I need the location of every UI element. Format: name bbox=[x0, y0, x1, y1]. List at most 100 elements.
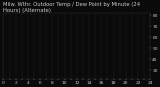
Point bbox=[120, 52, 122, 53]
Point bbox=[132, 57, 135, 59]
Point bbox=[54, 51, 57, 52]
Point bbox=[80, 19, 83, 20]
Point bbox=[45, 65, 48, 66]
Point bbox=[62, 35, 64, 37]
Point bbox=[24, 73, 26, 74]
Point bbox=[62, 67, 64, 69]
Point bbox=[22, 73, 25, 74]
Point bbox=[68, 66, 70, 67]
Point bbox=[59, 68, 61, 70]
Point bbox=[117, 67, 119, 69]
Point bbox=[30, 68, 32, 70]
Point bbox=[44, 67, 46, 69]
Point bbox=[19, 66, 22, 67]
Point bbox=[123, 67, 125, 69]
Point bbox=[128, 67, 130, 69]
Point bbox=[5, 62, 8, 63]
Point bbox=[13, 65, 15, 66]
Point bbox=[20, 66, 23, 67]
Point bbox=[128, 55, 130, 56]
Point bbox=[143, 65, 145, 66]
Point bbox=[17, 72, 20, 73]
Point bbox=[120, 67, 122, 69]
Point bbox=[85, 20, 87, 21]
Point bbox=[100, 66, 103, 67]
Point bbox=[109, 44, 112, 45]
Point bbox=[143, 58, 145, 60]
Point bbox=[132, 66, 135, 67]
Point bbox=[28, 68, 31, 70]
Point bbox=[10, 70, 12, 72]
Point bbox=[2, 69, 5, 71]
Point bbox=[44, 73, 46, 74]
Point bbox=[14, 65, 17, 66]
Point bbox=[50, 72, 52, 73]
Point bbox=[144, 65, 147, 66]
Point bbox=[57, 68, 60, 70]
Point bbox=[37, 73, 40, 74]
Point bbox=[124, 67, 127, 69]
Point bbox=[89, 24, 92, 26]
Point bbox=[121, 67, 124, 69]
Point bbox=[45, 72, 48, 73]
Point bbox=[53, 70, 55, 72]
Point bbox=[108, 67, 110, 69]
Point bbox=[115, 48, 118, 50]
Point bbox=[140, 58, 142, 60]
Point bbox=[147, 59, 150, 61]
Point bbox=[48, 62, 51, 63]
Point bbox=[144, 59, 147, 61]
Point bbox=[19, 72, 22, 73]
Point bbox=[117, 50, 119, 51]
Point bbox=[36, 73, 38, 74]
Point bbox=[92, 26, 95, 28]
Point bbox=[131, 56, 133, 58]
Point bbox=[94, 67, 96, 69]
Point bbox=[39, 73, 41, 74]
Point bbox=[111, 45, 113, 47]
Point bbox=[22, 67, 25, 69]
Point bbox=[112, 67, 115, 69]
Point bbox=[40, 68, 43, 70]
Point bbox=[79, 65, 81, 66]
Point bbox=[95, 29, 98, 30]
Point bbox=[74, 21, 77, 22]
Point bbox=[54, 69, 57, 71]
Point bbox=[30, 73, 32, 74]
Point bbox=[131, 66, 133, 67]
Point bbox=[140, 66, 142, 67]
Point bbox=[25, 67, 28, 69]
Point bbox=[146, 59, 148, 61]
Point bbox=[126, 55, 128, 56]
Point bbox=[27, 68, 29, 70]
Point bbox=[85, 66, 87, 67]
Point bbox=[14, 72, 17, 73]
Point bbox=[71, 65, 74, 66]
Point bbox=[99, 67, 101, 69]
Point bbox=[124, 54, 127, 55]
Point bbox=[40, 73, 43, 74]
Point bbox=[79, 19, 81, 20]
Point bbox=[91, 67, 93, 69]
Point bbox=[88, 22, 90, 23]
Point bbox=[95, 67, 98, 69]
Point bbox=[147, 65, 150, 66]
Point bbox=[72, 22, 75, 23]
Point bbox=[20, 73, 23, 74]
Point bbox=[105, 39, 107, 40]
Point bbox=[149, 59, 152, 61]
Point bbox=[36, 69, 38, 71]
Point bbox=[146, 65, 148, 66]
Point bbox=[69, 25, 72, 27]
Point bbox=[51, 70, 54, 72]
Point bbox=[33, 69, 35, 71]
Point bbox=[7, 63, 9, 64]
Point bbox=[57, 44, 60, 45]
Point bbox=[111, 67, 113, 69]
Point bbox=[53, 54, 55, 55]
Point bbox=[138, 66, 141, 67]
Point bbox=[37, 69, 40, 71]
Point bbox=[68, 28, 70, 29]
Point bbox=[47, 72, 49, 73]
Point bbox=[137, 57, 139, 59]
